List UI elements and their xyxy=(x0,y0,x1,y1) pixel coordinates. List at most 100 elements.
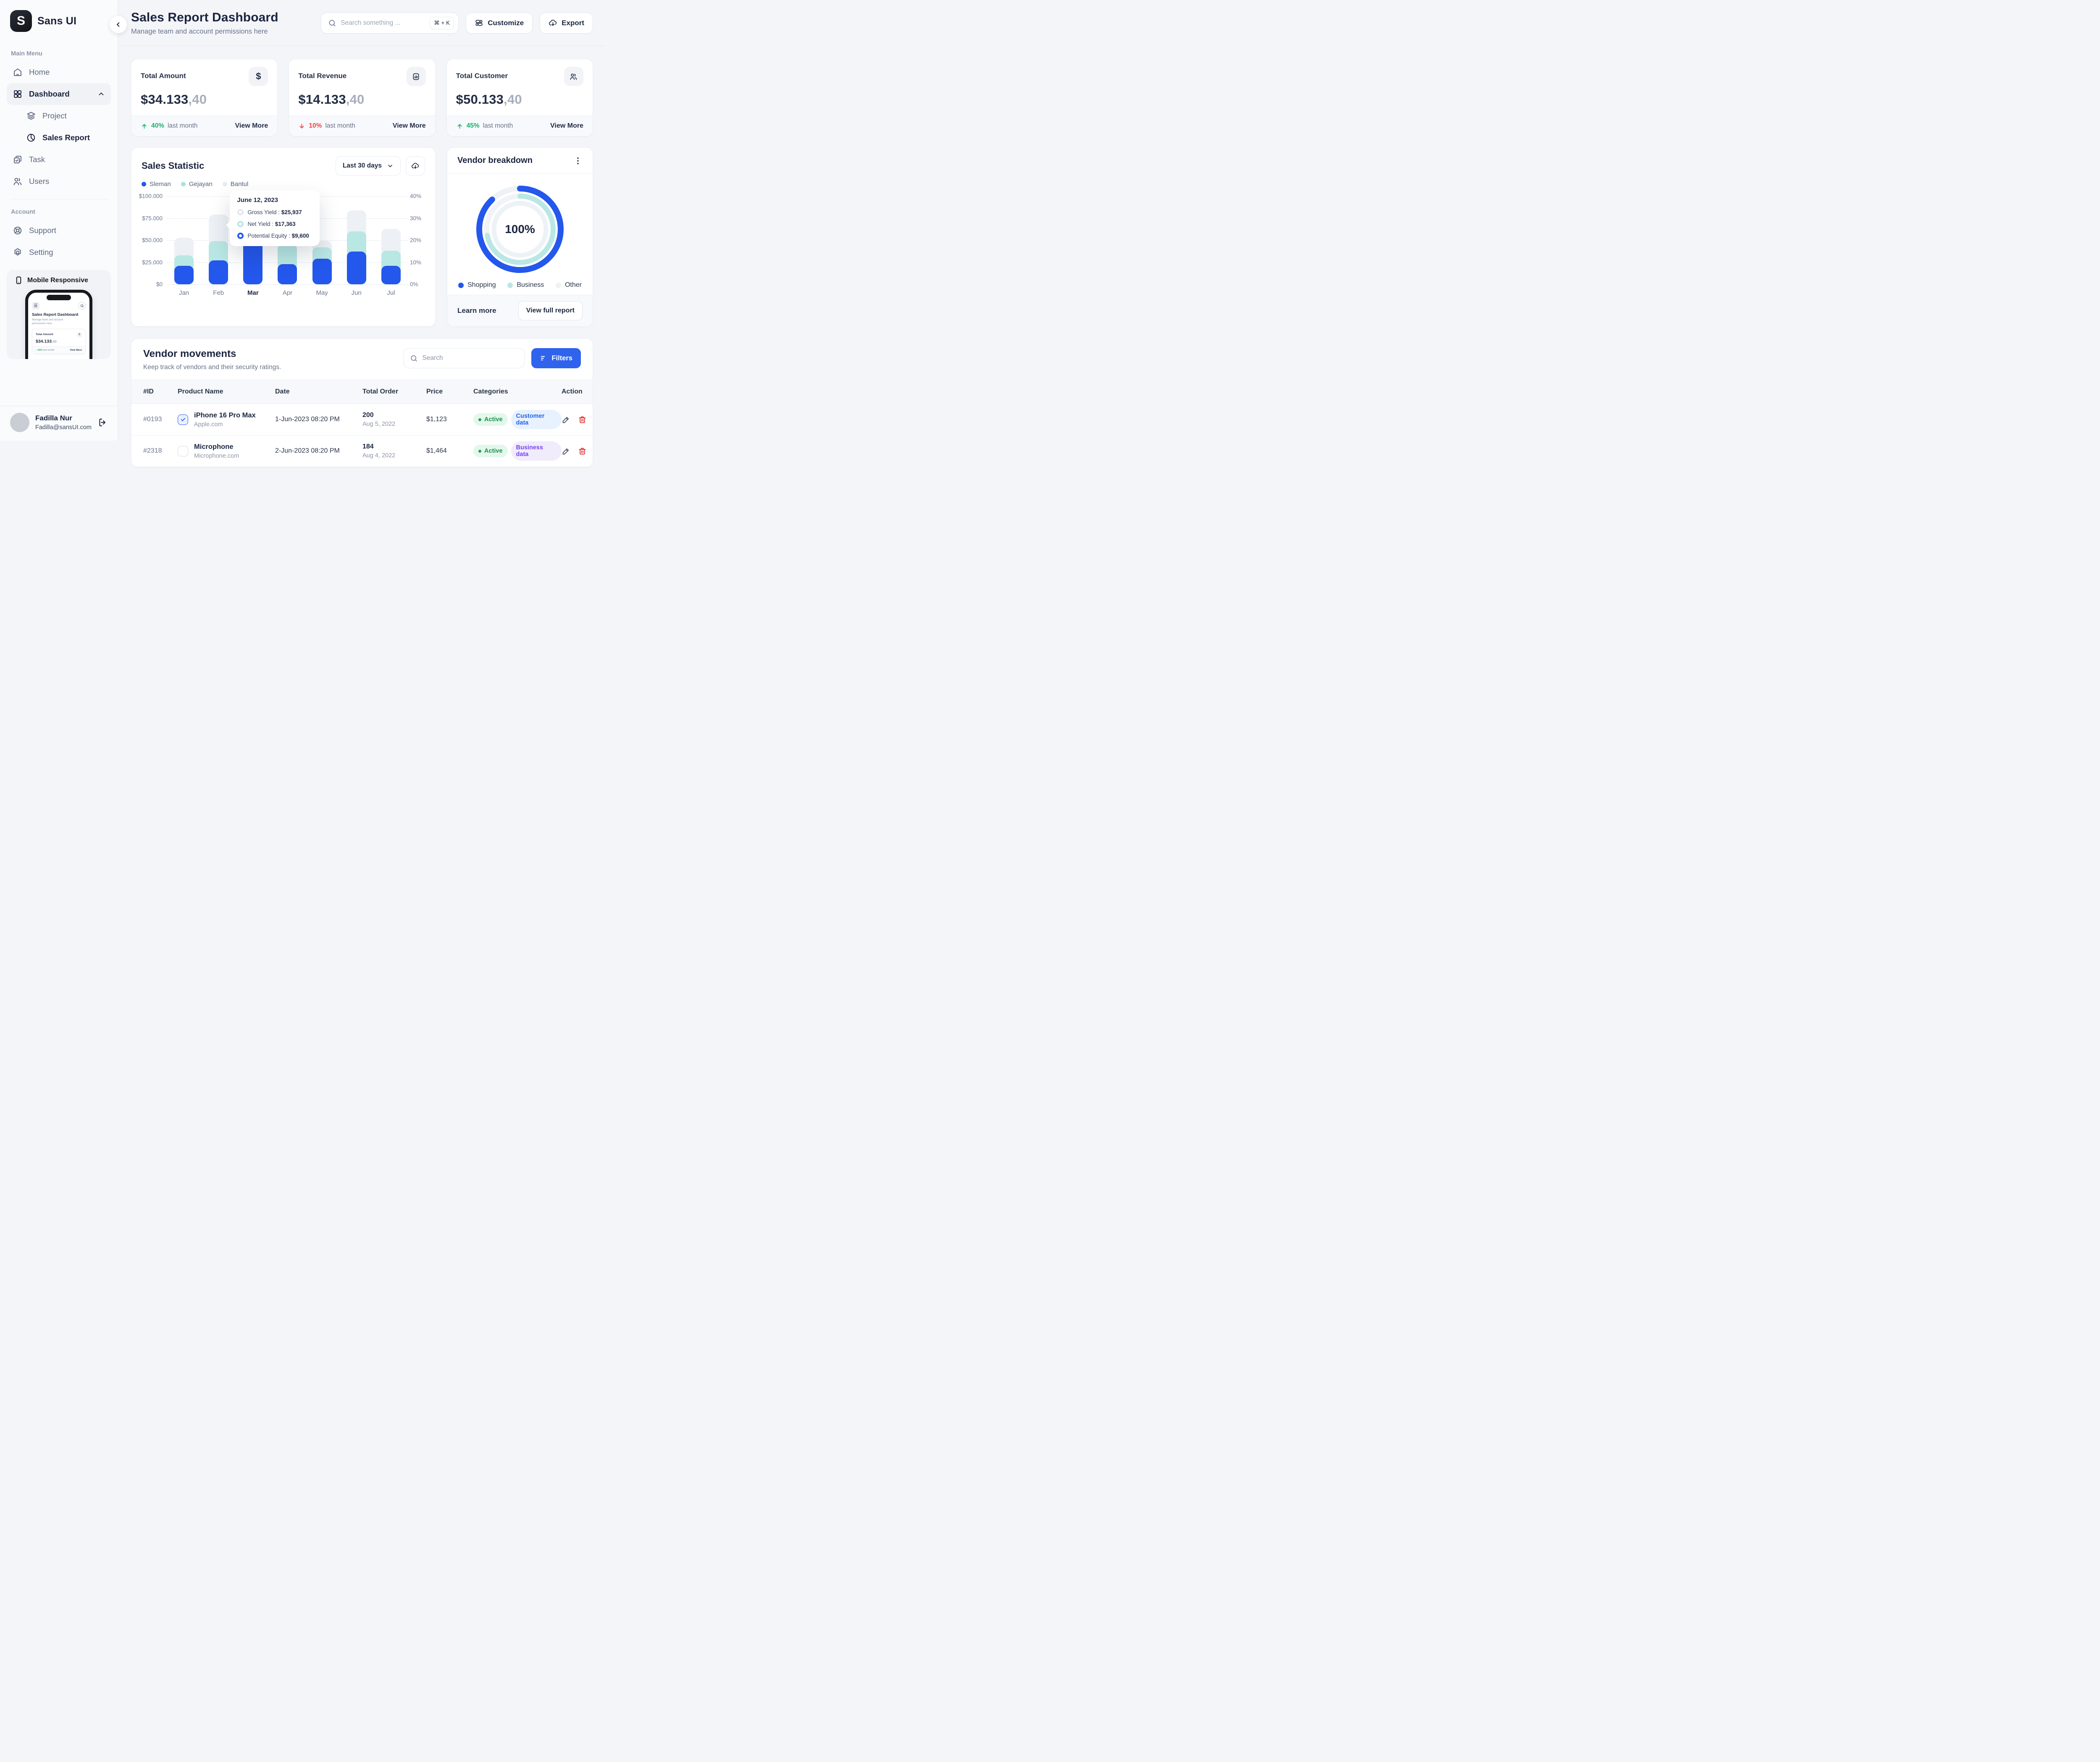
global-search-input[interactable] xyxy=(341,19,425,27)
page-title: Sales Report Dashboard xyxy=(131,10,278,25)
search-icon xyxy=(328,19,336,27)
view-more-link[interactable]: View More xyxy=(235,122,268,130)
stat-fraction: ,40 xyxy=(504,92,522,107)
vendor-legend: Shopping Business Other xyxy=(447,281,593,289)
y-label: 30% xyxy=(410,215,421,221)
sidebar-item-label: Project xyxy=(42,111,67,121)
phone-total-amount-card: Total Amount $ $34.133,40 ↑ 40% last mon… xyxy=(32,329,86,354)
row-checkbox-checked[interactable] xyxy=(178,414,188,425)
stat-note: last month xyxy=(483,122,513,130)
legend-item-bantul: Bantul xyxy=(223,181,249,188)
sidebar-item-users[interactable]: Users xyxy=(7,170,111,192)
range-select[interactable]: Last 30 days xyxy=(336,156,401,176)
legend-item-sleman: Sleman xyxy=(142,181,171,188)
sidebar-collapse-button[interactable] xyxy=(110,16,127,33)
tooltip-value: $9,600 xyxy=(292,233,309,239)
profile-name: Fadilla Nur xyxy=(35,414,92,422)
col-categories: Categories xyxy=(473,388,562,396)
sidebar-item-sales-report[interactable]: Sales Report xyxy=(7,127,111,149)
status-badge: Active xyxy=(473,445,508,457)
view-full-report-button[interactable]: View full report xyxy=(518,301,583,320)
col-id: #ID xyxy=(143,388,178,396)
range-select-label: Last 30 days xyxy=(343,162,382,170)
edit-icon[interactable] xyxy=(562,415,570,424)
x-axis-labels: JanFebMarAprMayJunJul xyxy=(167,289,408,296)
status-label: Active xyxy=(484,416,503,423)
edit-icon[interactable] xyxy=(562,447,570,456)
phone-menu-icon: ☰ xyxy=(32,302,39,309)
chevron-up-icon xyxy=(97,90,105,98)
product-domain: Microphone.com xyxy=(194,453,239,459)
tooltip-row-potential-equity: Potential Equity : $9,600 xyxy=(237,233,312,239)
phone-card-label: Total Amount xyxy=(36,333,53,336)
row-id: #0193 xyxy=(143,416,178,423)
tooltip-date: June 12, 2023 xyxy=(237,197,312,204)
view-more-link[interactable]: View More xyxy=(393,122,426,130)
content: Total Amount $ $34.133,40 40% last month… xyxy=(118,46,605,467)
delete-icon[interactable] xyxy=(578,447,587,456)
x-label-jul: Jul xyxy=(374,289,408,296)
x-label-feb: Feb xyxy=(201,289,236,296)
stat-change: 10% xyxy=(309,122,322,130)
table-search[interactable] xyxy=(404,348,525,368)
filters-button[interactable]: Filters xyxy=(531,348,581,368)
sidebar-item-support[interactable]: Support xyxy=(7,220,111,241)
sidebar-item-label: Task xyxy=(29,155,45,164)
delete-icon[interactable] xyxy=(578,415,587,424)
stat-fraction: ,40 xyxy=(346,92,365,107)
stat-fraction: ,40 xyxy=(188,92,207,107)
stat-label: Total Amount xyxy=(141,72,186,80)
vendor-movements-title: Vendor movements xyxy=(143,348,281,360)
phone-card-value: $34.133 xyxy=(36,339,52,344)
x-label-jan: Jan xyxy=(167,289,201,296)
gear-icon xyxy=(13,247,23,257)
y-label: 10% xyxy=(410,259,421,265)
sales-statistic-card: Sales Statistic Last 30 days Sleman Geja… xyxy=(131,147,436,327)
learn-more-link[interactable]: Learn more xyxy=(457,307,496,315)
table-row: #0193 iPhone 16 Pro Max Apple.com 1-Jun-… xyxy=(131,404,593,435)
user-profile: Fadilla Nur Fadilla@sansUI.com xyxy=(0,406,118,440)
chart-tooltip: June 12, 2023 Gross Yield : $25,937 Net … xyxy=(230,190,320,246)
stat-note: last month xyxy=(168,122,198,130)
sidebar-item-label: Sales Report xyxy=(42,133,90,142)
tooltip-value: $17,363 xyxy=(275,221,296,227)
sidebar-item-dashboard[interactable]: Dashboard xyxy=(7,83,111,105)
arrow-down-icon xyxy=(298,123,305,130)
stat-change: 45% xyxy=(467,122,480,130)
arrow-up-icon xyxy=(456,123,463,130)
export-button[interactable]: Export xyxy=(540,13,593,34)
main-area: Sales Report Dashboard Manage team and a… xyxy=(118,0,605,440)
logout-icon[interactable] xyxy=(97,417,108,427)
bar-sleman-apr xyxy=(278,264,297,284)
kebab-menu-icon[interactable] xyxy=(573,156,583,165)
filters-label: Filters xyxy=(551,354,572,362)
sales-statistic-title: Sales Statistic xyxy=(142,160,204,171)
phone-page-title: Sales Report Dashboard xyxy=(32,312,86,317)
status-label: Active xyxy=(484,448,503,454)
legend-label: Shopping xyxy=(467,281,496,289)
sidebar-item-task[interactable]: Task xyxy=(7,149,111,170)
sidebar-item-setting[interactable]: Setting xyxy=(7,241,111,263)
row-checkbox-unchecked[interactable] xyxy=(178,446,188,456)
stat-value: $14.133 xyxy=(298,92,346,107)
y-label: 0% xyxy=(410,281,418,288)
stat-card-total-revenue: Total Revenue $14.133,40 10% last month … xyxy=(289,59,435,136)
chevron-down-icon xyxy=(387,163,394,169)
customize-button[interactable]: Customize xyxy=(466,13,533,34)
bar-chart-icon xyxy=(407,67,426,86)
page-header: Sales Report Dashboard Manage team and a… xyxy=(118,0,605,46)
sidebar-item-project[interactable]: Project xyxy=(7,105,111,127)
view-more-link[interactable]: View More xyxy=(550,122,583,130)
global-search[interactable]: ⌘ + K xyxy=(321,13,459,34)
sidebar-item-home[interactable]: Home xyxy=(7,61,111,83)
row-id: #2318 xyxy=(143,447,178,455)
status-badge: Active xyxy=(473,413,508,426)
pie-chart-icon xyxy=(26,133,36,143)
chart-plot: $100.000 $75.000 $50.000 $25.000 $0 xyxy=(142,196,425,284)
table-search-input[interactable] xyxy=(422,354,518,362)
sidebar-item-label: Users xyxy=(29,177,49,186)
col-total-order: Total Order xyxy=(362,388,426,396)
stat-value: $50.133 xyxy=(456,92,504,107)
chart-download-button[interactable] xyxy=(406,156,425,176)
legend-label: Business xyxy=(517,281,544,289)
